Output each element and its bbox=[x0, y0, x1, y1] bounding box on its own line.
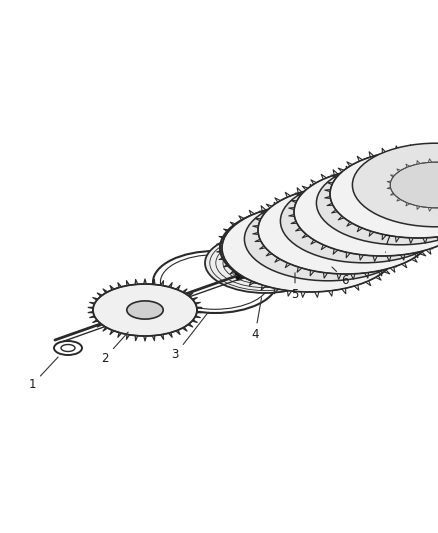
Ellipse shape bbox=[300, 207, 392, 253]
Ellipse shape bbox=[153, 251, 277, 313]
Ellipse shape bbox=[264, 225, 356, 271]
Text: 4: 4 bbox=[251, 298, 261, 342]
Text: 6: 6 bbox=[332, 267, 349, 287]
Ellipse shape bbox=[280, 179, 438, 263]
Ellipse shape bbox=[93, 284, 197, 336]
Ellipse shape bbox=[282, 216, 374, 262]
Ellipse shape bbox=[353, 143, 438, 227]
Ellipse shape bbox=[330, 150, 438, 238]
Ellipse shape bbox=[127, 301, 163, 319]
Ellipse shape bbox=[222, 204, 398, 292]
Ellipse shape bbox=[390, 162, 438, 208]
Ellipse shape bbox=[61, 344, 75, 351]
Ellipse shape bbox=[160, 255, 269, 309]
Ellipse shape bbox=[372, 171, 438, 217]
Ellipse shape bbox=[258, 186, 434, 274]
Ellipse shape bbox=[318, 198, 410, 244]
Text: 1: 1 bbox=[28, 357, 58, 392]
Ellipse shape bbox=[316, 161, 438, 245]
Ellipse shape bbox=[336, 189, 428, 235]
Ellipse shape bbox=[205, 233, 325, 293]
Text: 3: 3 bbox=[171, 312, 208, 361]
Text: 2: 2 bbox=[101, 332, 128, 365]
Ellipse shape bbox=[244, 197, 412, 281]
Ellipse shape bbox=[54, 341, 82, 355]
Ellipse shape bbox=[354, 180, 438, 226]
Text: 7: 7 bbox=[384, 233, 392, 252]
Text: 5: 5 bbox=[291, 273, 299, 302]
Ellipse shape bbox=[248, 255, 282, 271]
Ellipse shape bbox=[294, 168, 438, 256]
